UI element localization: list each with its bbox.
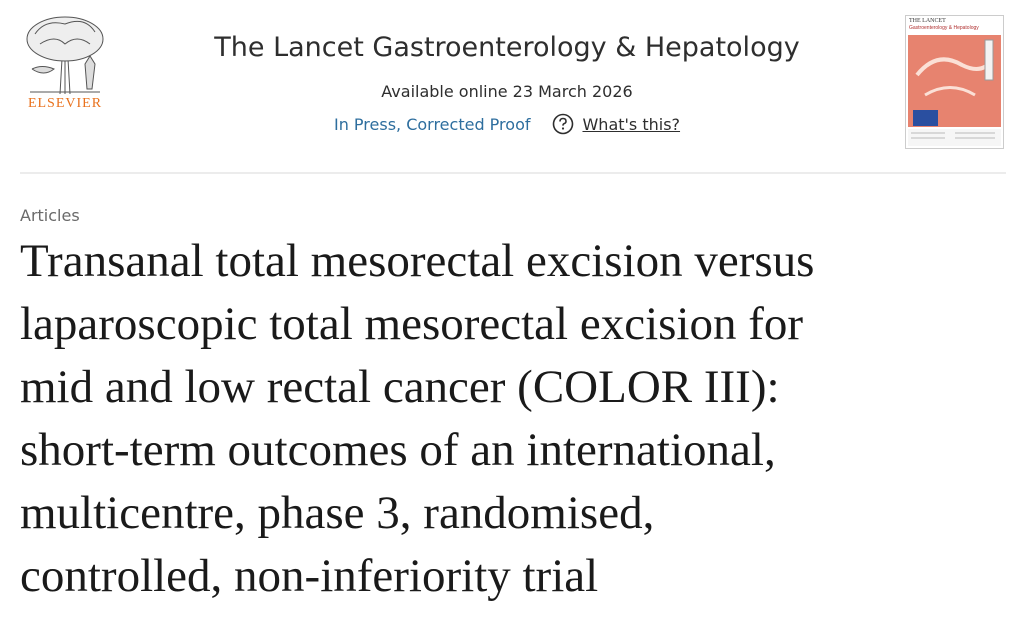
- title-line: controlled, non-inferiority trial: [20, 550, 599, 602]
- publisher-logo: [26, 16, 104, 95]
- title-line: multicentre, phase 3, randomised,: [20, 487, 655, 539]
- separator: [20, 172, 1006, 174]
- help-link[interactable]: What's this?: [582, 115, 681, 134]
- available-date: Available online 23 March 2026: [381, 82, 633, 101]
- article-type: Articles: [20, 206, 80, 225]
- title-line: Transanal total mesorectal excision vers…: [20, 235, 815, 287]
- title-line: short-term outcomes of an international,: [20, 424, 776, 476]
- cover-journal: Gastroenterology & Hepatology: [909, 25, 979, 31]
- cover-brand: THE LANCET: [909, 18, 946, 24]
- title-line: laparoscopic total mesorectal excision f…: [20, 298, 804, 350]
- article-title: Transanal total mesorectal excision vers…: [20, 230, 814, 608]
- journal-title: The Lancet Gastroenterology & Hepatology: [214, 32, 800, 63]
- publisher-name: ELSEVIER: [27, 96, 103, 111]
- status-row: In Press, Corrected Proof What's this?: [0, 113, 1014, 135]
- journal-cover[interactable]: [905, 15, 1004, 149]
- help-icon[interactable]: [552, 113, 574, 135]
- title-line: mid and low rectal cancer (COLOR III):: [20, 361, 780, 413]
- status: In Press, Corrected Proof: [333, 115, 531, 134]
